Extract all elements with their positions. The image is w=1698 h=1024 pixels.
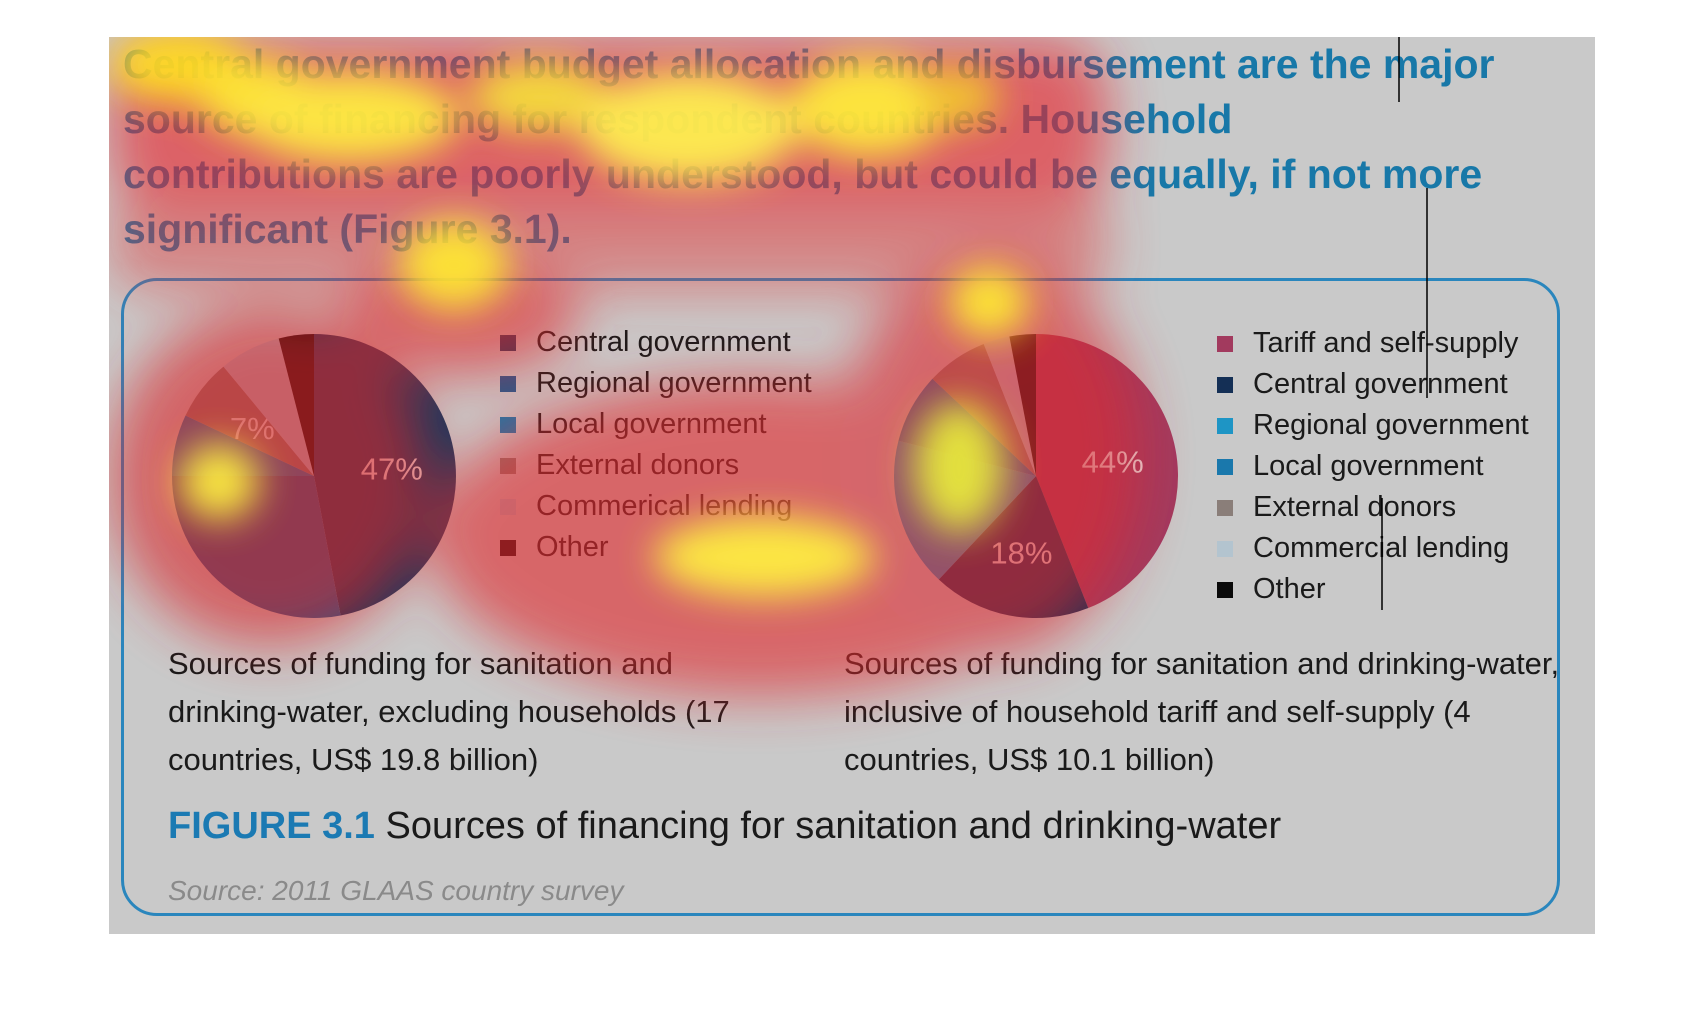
pie-chart-inclusive-households: 44% 18% (893, 334, 1179, 619)
legend-label: Local government (1253, 450, 1484, 482)
legend-item-other: Other (500, 527, 812, 568)
legend-excluding-households: Central government Regional government Loc… (500, 322, 812, 568)
legend-item-tariff-and-self-supply: Tariff and self-supply (1217, 323, 1529, 364)
legend-label: Other (1253, 573, 1326, 605)
pie-data-label: 18% (990, 536, 1052, 571)
legend-label: Tariff and self-supply (1253, 327, 1519, 359)
figure-title: FIGURE 3.1 Sources of financing for sani… (168, 805, 1281, 848)
legend-label: Commerical lending (536, 490, 793, 522)
pie-slice-regional-government (172, 476, 341, 618)
legend-item-regional-government: Regional government (1217, 405, 1529, 446)
legend-swatch (1217, 377, 1233, 393)
legend-swatch (1217, 500, 1233, 516)
legend-swatch (500, 540, 516, 556)
legend-inclusive-households: Tariff and self-supply Central government… (1217, 323, 1529, 610)
legend-item-external-donors: External donors (1217, 487, 1529, 528)
legend-label: External donors (1253, 491, 1457, 523)
legend-swatch (1217, 541, 1233, 557)
legend-item-commerical-lending: Commerical lending (500, 486, 812, 527)
legend-swatch (1217, 418, 1233, 434)
headline-text: Central government budget allocation and… (123, 41, 1495, 252)
caption-inclusive-households: Sources of funding for sanitation and dr… (844, 646, 1560, 777)
legend-item-local-government: Local government (1217, 446, 1529, 487)
legend-label: Central government (1253, 368, 1508, 400)
figure-number: FIGURE 3.1 (168, 805, 375, 847)
legend-swatch (1217, 336, 1233, 352)
legend-label: Central government (536, 326, 791, 358)
legend-label: Regional government (1253, 409, 1529, 441)
legend-label: Other (536, 531, 609, 563)
pie-data-label: 44% (1082, 444, 1144, 479)
legend-swatch (1217, 459, 1233, 475)
figure-title-text: Sources of financing for sanitation and … (385, 805, 1282, 847)
legend-item-central-government: Central government (1217, 364, 1529, 405)
figure-panel: Central government budget allocation and… (109, 37, 1595, 934)
legend-swatch (500, 458, 516, 474)
pie-chart-excluding-households: 47%7% (172, 334, 456, 618)
legend-swatch (500, 499, 516, 515)
legend-swatch (1217, 582, 1233, 598)
pie-data-label: 47% (361, 452, 423, 487)
legend-item-regional-government: Regional government (500, 363, 812, 404)
legend-item-commercial-lending: Commercial lending (1217, 528, 1529, 569)
legend-item-external-donors: External donors (500, 445, 812, 486)
legend-item-other: Other (1217, 569, 1529, 610)
legend-swatch (500, 335, 516, 351)
legend-item-local-government: Local government (500, 404, 812, 445)
legend-swatch (500, 376, 516, 392)
legend-label: Commercial lending (1253, 532, 1510, 564)
legend-swatch (500, 417, 516, 433)
caption-excluding-households: Sources of funding for sanitation and dr… (168, 646, 730, 777)
legend-item-central-government: Central government (500, 322, 812, 363)
legend-label: Local government (536, 408, 767, 440)
legend-label: Regional government (536, 367, 812, 399)
legend-label: External donors (536, 449, 740, 481)
figure-source: Source: 2011 GLAAS country survey (168, 875, 624, 906)
